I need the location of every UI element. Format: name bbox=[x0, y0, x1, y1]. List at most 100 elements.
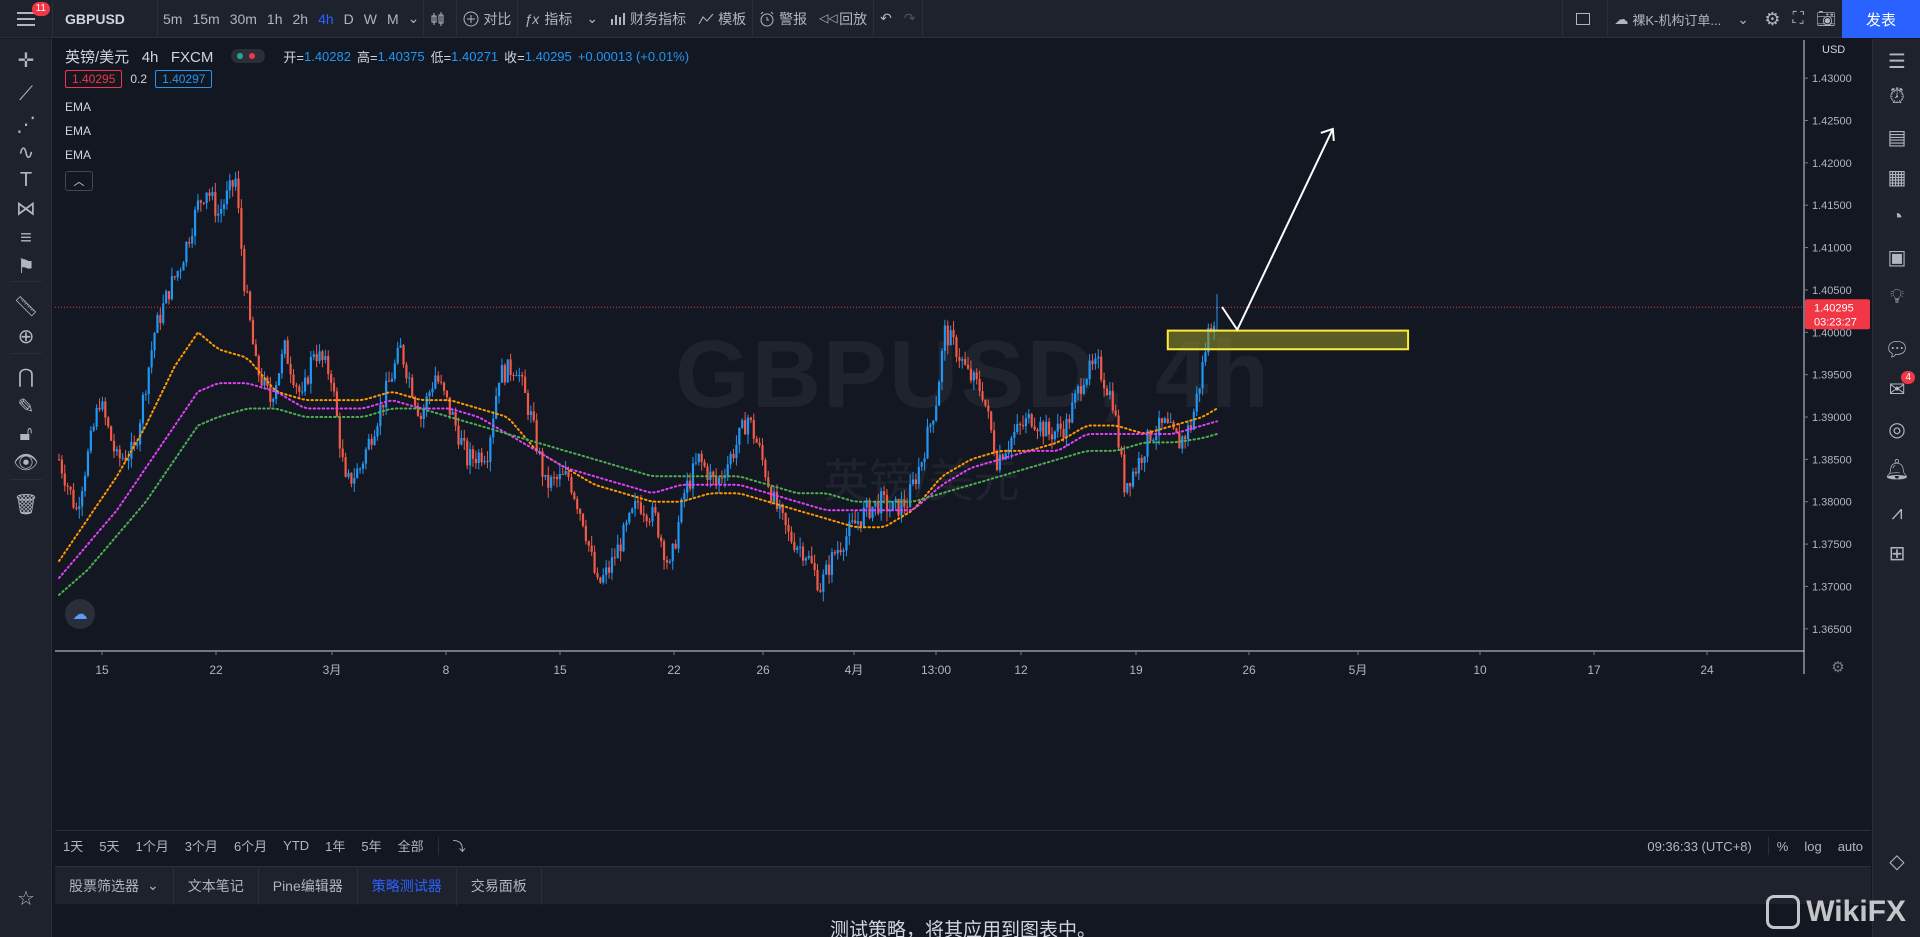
auto-toggle[interactable]: auto bbox=[1837, 838, 1863, 854]
buy-price-button[interactable]: 1.40297 bbox=[155, 70, 213, 88]
publish-button[interactable]: 发表 bbox=[1842, 0, 1920, 38]
ema-indicator-label[interactable]: EMA bbox=[65, 124, 92, 138]
candle-body bbox=[561, 473, 564, 475]
chat-icon[interactable]: 💬︎ bbox=[1884, 338, 1910, 361]
layers-icon[interactable]: ◇ bbox=[1889, 850, 1905, 873]
interval-1h[interactable]: 1h bbox=[266, 10, 283, 27]
interval-15m[interactable]: 15m bbox=[192, 10, 220, 27]
pencil-lock-icon[interactable]: ✎ bbox=[17, 395, 35, 418]
calendar-icon[interactable]: ▣ bbox=[1887, 246, 1907, 269]
settings-button[interactable]: ⚙ bbox=[1758, 0, 1786, 38]
tab-stock-screener[interactable]: 股票筛选器 ⌄ bbox=[55, 866, 174, 905]
price-chart[interactable]: 1.43000 1.42500 1.42000 1.41500 1.41000 1.405… bbox=[55, 40, 1871, 826]
notifications-icon[interactable]: 🔔︎ bbox=[1884, 458, 1910, 481]
interval-30m[interactable]: 30m bbox=[229, 10, 257, 27]
alert-button[interactable]: 警报 bbox=[753, 0, 813, 38]
ema-indicator-label[interactable]: EMA bbox=[65, 100, 92, 114]
eye-icon[interactable]: 👁︎ bbox=[13, 451, 39, 474]
news-icon[interactable]: ▤ bbox=[1887, 126, 1907, 149]
tab-strategy-tester[interactable]: 策略测试器 bbox=[358, 866, 457, 905]
streams-icon[interactable]: ◎ bbox=[1888, 418, 1906, 441]
idea-icon[interactable]: 💡︎ bbox=[1890, 285, 1904, 308]
financials-button[interactable]: 财务指标 bbox=[604, 0, 692, 38]
text-icon[interactable]: T bbox=[19, 168, 33, 191]
range-1[interactable]: 5天 bbox=[99, 839, 120, 854]
replay-button[interactable]: ◁◁ 回放 bbox=[813, 0, 873, 38]
main-menu-button[interactable]: 11 bbox=[0, 0, 52, 38]
range-6[interactable]: 1年 bbox=[325, 839, 346, 854]
chevron-down-icon[interactable]: ⌄ bbox=[407, 10, 420, 26]
interval-5m[interactable]: 5m bbox=[163, 10, 183, 27]
axis-settings-icon[interactable]: ⚙ bbox=[1831, 658, 1844, 676]
undo-button[interactable]: ↶ bbox=[874, 0, 898, 38]
log-toggle[interactable]: log bbox=[1804, 838, 1822, 854]
trend-line-icon[interactable]: ⟋ bbox=[19, 82, 33, 105]
dom-icon[interactable]: ⩘ bbox=[1891, 501, 1903, 524]
candle-body bbox=[358, 468, 362, 470]
indicators-button[interactable]: ƒx 指标 ⌄ bbox=[518, 0, 604, 38]
prediction-icon[interactable]: ≡ bbox=[20, 226, 32, 249]
range-3[interactable]: 3个月 bbox=[184, 839, 218, 854]
chart-pane[interactable]: GBPUSD, 4h 英镑/美元 1.43000 1.42500 1.42000 1.… bbox=[55, 40, 1871, 826]
candle-body bbox=[1074, 393, 1077, 403]
layout-name-button[interactable]: ☁ 裸K-机构订单... ⌄ bbox=[1608, 0, 1758, 38]
data-window-icon[interactable]: ▦ bbox=[1887, 166, 1907, 189]
candle-body bbox=[1053, 431, 1056, 440]
range-2[interactable]: 1个月 bbox=[135, 839, 169, 854]
range-0[interactable]: 1天 bbox=[63, 839, 84, 854]
candle-body bbox=[110, 426, 113, 441]
magnet-icon[interactable]: ⋂ bbox=[17, 365, 35, 388]
chevron-up-icon[interactable]: ︿ bbox=[65, 171, 93, 191]
range-5[interactable]: YTD bbox=[283, 838, 310, 853]
ema-indicator-label[interactable]: EMA bbox=[65, 148, 92, 162]
candle-body bbox=[405, 364, 408, 379]
fib-icon[interactable]: ⋰ bbox=[16, 113, 36, 136]
interval-M[interactable]: M bbox=[387, 10, 399, 27]
tab-pine-editor[interactable]: Pine编辑器 bbox=[259, 866, 358, 905]
trend-arrow-line bbox=[1221, 128, 1334, 332]
pattern-icon[interactable]: ∿ bbox=[17, 141, 35, 164]
snapshot-button[interactable]: 📷︎ bbox=[1810, 0, 1842, 38]
flag-icon[interactable]: ⚑ bbox=[17, 255, 35, 278]
candle-body bbox=[179, 270, 182, 272]
goto-date-icon[interactable]: ⤵ bbox=[452, 839, 466, 854]
sell-price-button[interactable]: 1.40295 bbox=[65, 70, 123, 88]
star-icon[interactable]: ☆ bbox=[17, 887, 35, 910]
alarm-icon[interactable]: ⏰︎ bbox=[1889, 85, 1905, 108]
range-7[interactable]: 5年 bbox=[361, 839, 382, 854]
lock-icon[interactable]: 🔓︎ bbox=[19, 422, 33, 445]
xabcd-icon[interactable]: ⋈ bbox=[16, 197, 36, 220]
crosshair-icon[interactable]: ✛ bbox=[17, 49, 35, 72]
candle-body bbox=[338, 416, 341, 449]
watchlist-icon[interactable]: ☰ bbox=[1888, 50, 1906, 73]
chart-type-button[interactable] bbox=[424, 0, 456, 38]
messages-icon[interactable]: ✉ 4 bbox=[1883, 371, 1915, 403]
interval-2h[interactable]: 2h bbox=[292, 10, 309, 27]
compare-button[interactable]: 对比 bbox=[457, 0, 517, 38]
trash-icon[interactable]: 🗑︎ bbox=[13, 493, 39, 516]
interval-D[interactable]: D bbox=[343, 10, 354, 27]
interval-W[interactable]: W bbox=[363, 10, 377, 27]
legend-title[interactable]: 英镑/美元 4h FXCM bbox=[65, 48, 214, 66]
candle-body bbox=[344, 457, 347, 477]
range-8[interactable]: 全部 bbox=[397, 839, 424, 854]
help-icon[interactable]: ⊞ bbox=[1888, 542, 1906, 565]
symbol-search[interactable]: GBPUSD bbox=[65, 10, 125, 27]
zoom-icon[interactable]: ⊕ bbox=[17, 325, 35, 348]
interval-4h[interactable]: 4h bbox=[318, 10, 334, 27]
candle-body bbox=[1027, 414, 1030, 419]
tab-trading-panel[interactable]: 交易面板 bbox=[457, 866, 542, 905]
hotlist-icon[interactable]: ◔ bbox=[1890, 205, 1904, 228]
candle-body bbox=[147, 367, 150, 394]
range-4[interactable]: 6个月 bbox=[233, 839, 268, 854]
fullscreen-button[interactable]: ⛶ bbox=[1786, 0, 1809, 38]
ruler-icon[interactable]: 📏︎ bbox=[13, 295, 39, 318]
percent-toggle[interactable]: % bbox=[1776, 838, 1789, 854]
tab-text-notes[interactable]: 文本笔记 bbox=[174, 866, 259, 905]
redo-button[interactable]: ↷ bbox=[898, 0, 922, 38]
high-value: 1.40375 bbox=[377, 48, 425, 64]
templates-button[interactable]: 模板 bbox=[692, 0, 752, 38]
layout-select-button[interactable] bbox=[1563, 0, 1607, 38]
candle-body bbox=[1082, 384, 1085, 394]
clock-display[interactable]: 09:36:33 (UTC+8) bbox=[1647, 838, 1752, 854]
